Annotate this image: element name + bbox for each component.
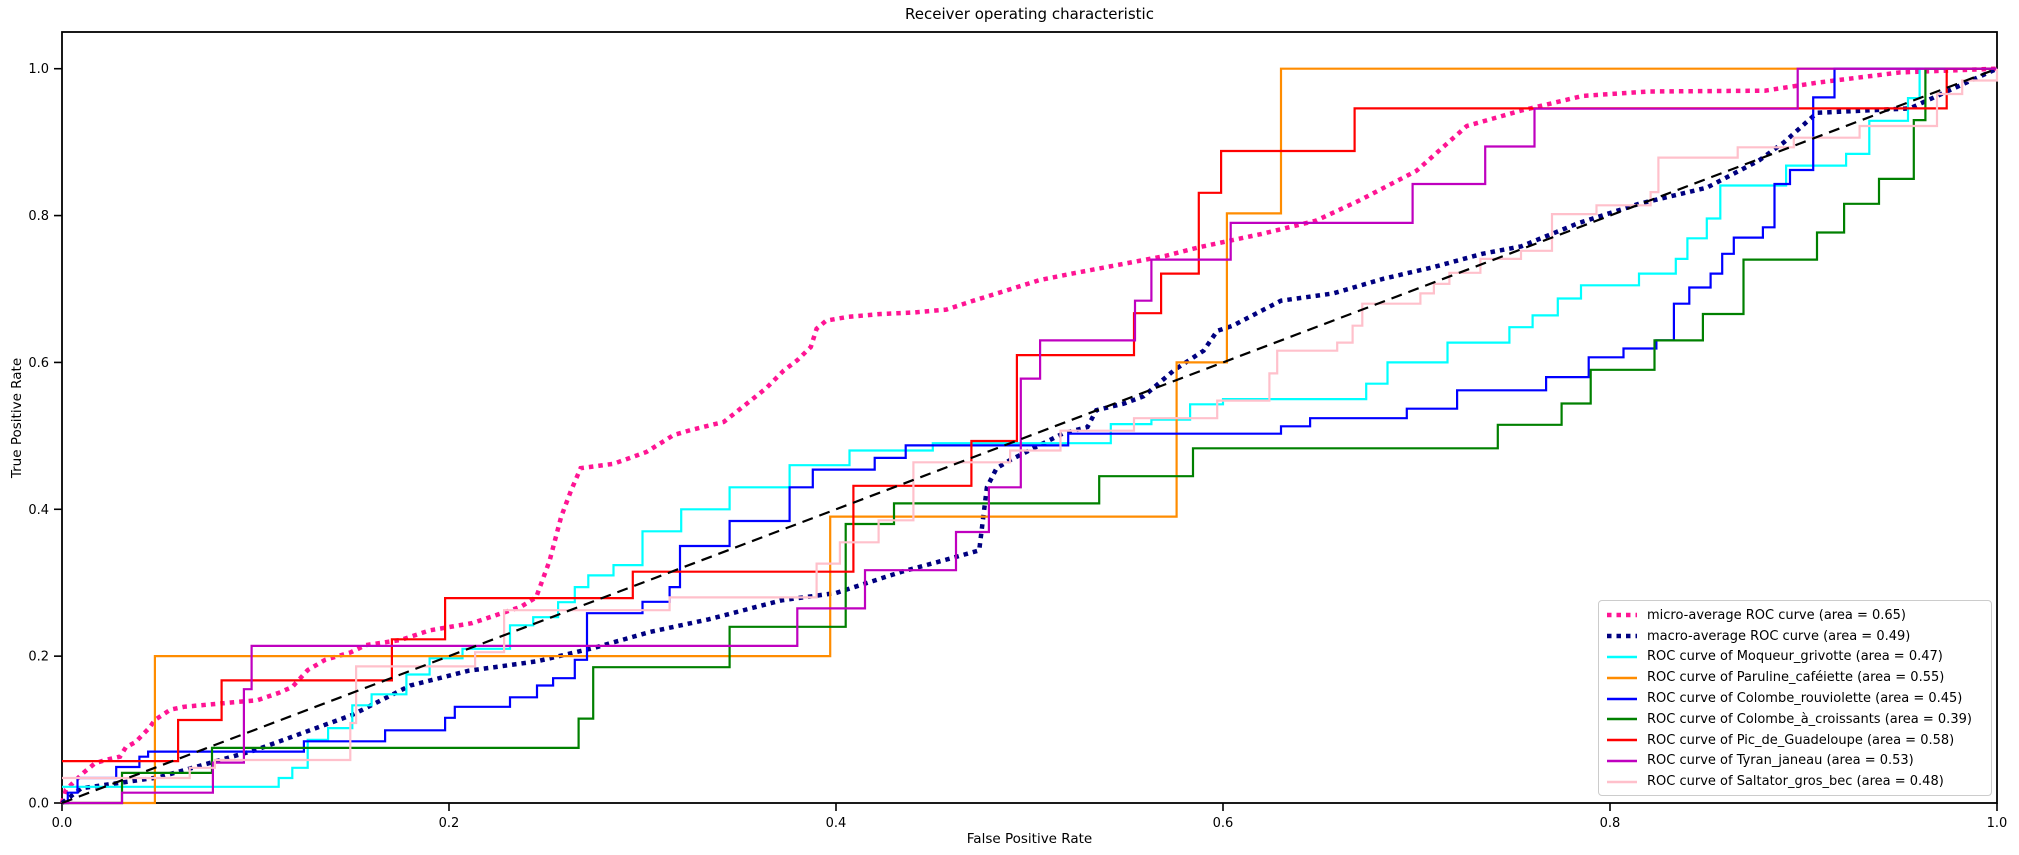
legend-item-macro-average: macro-average ROC curve (area = 0.49) bbox=[1607, 626, 1991, 647]
legend-item-Moqueur_grivotte: ROC curve of Moqueur_grivotte (area = 0.… bbox=[1607, 647, 1991, 668]
legend-item-Colombe_rouviolette: ROC curve of Colombe_rouviolette (area =… bbox=[1607, 688, 1991, 709]
roc-curve-Colombe_rouviolette bbox=[62, 67, 1997, 805]
x-tick-label: 0.8 bbox=[1600, 816, 1621, 831]
roc-curve-Tyran_janeau bbox=[62, 67, 1997, 805]
legend-label: micro-average ROC curve (area = 0.65) bbox=[1647, 607, 1906, 623]
y-axis-label: True Positive Rate bbox=[9, 357, 25, 479]
legend-label: ROC curve of Moqueur_grivotte (area = 0.… bbox=[1647, 649, 1943, 665]
axes-frame bbox=[61, 31, 1998, 804]
legend-line-sample bbox=[1607, 718, 1637, 721]
legend-label: ROC curve of Colombe_rouviolette (area =… bbox=[1647, 691, 1963, 707]
x-axis-label: False Positive Rate bbox=[966, 831, 1093, 847]
chart-title: Receiver operating characteristic bbox=[905, 5, 1154, 23]
roc-curve-Paruline_caféiette bbox=[62, 67, 1997, 805]
legend-item-Saltator_gros_bec: ROC curve of Saltator_gros_bec (area = 0… bbox=[1607, 771, 1991, 792]
legend-label: ROC curve of Saltator_gros_bec (area = 0… bbox=[1647, 774, 1944, 790]
roc-curve-micro-average bbox=[59, 66, 1998, 804]
legend-item-Tyran_janeau: ROC curve of Tyran_janeau (area = 0.53) bbox=[1607, 751, 1991, 772]
legend-line-sample bbox=[1607, 655, 1637, 659]
legend-line-sample bbox=[1607, 780, 1637, 783]
y-tick-label: 0.8 bbox=[28, 209, 49, 224]
legend-item-Colombe_à_croissants: ROC curve of Colombe_à_croissants (area … bbox=[1607, 709, 1991, 730]
legend-item-Pic_de_Guadeloupe: ROC curve of Pic_de_Guadeloupe (area = 0… bbox=[1607, 730, 1991, 751]
y-tick-label: 0.4 bbox=[28, 503, 49, 518]
y-tick-label: 0.0 bbox=[28, 797, 49, 812]
legend-label: macro-average ROC curve (area = 0.49) bbox=[1647, 628, 1911, 644]
y-tick-label: 1.0 bbox=[28, 62, 49, 77]
legend-line-sample bbox=[1607, 759, 1637, 763]
roc-curve-Pic_de_Guadeloupe bbox=[62, 67, 1997, 763]
legend-label: ROC curve of Pic_de_Guadeloupe (area = 0… bbox=[1647, 732, 1955, 748]
x-tick-label: 1.0 bbox=[1987, 816, 2008, 831]
legend-label: ROC curve of Tyran_janeau (area = 0.53) bbox=[1647, 753, 1914, 769]
legend-line-sample bbox=[1607, 613, 1637, 618]
legend-item-Paruline_caféiette: ROC curve of Paruline_caféiette (area = … bbox=[1607, 667, 1991, 688]
y-tick-label: 0.2 bbox=[28, 650, 49, 665]
legend-label: ROC curve of Paruline_caféiette (area = … bbox=[1647, 670, 1945, 686]
x-tick-label: 0.4 bbox=[826, 816, 847, 831]
legend-item-micro-average: micro-average ROC curve (area = 0.65) bbox=[1607, 605, 1991, 626]
roc-curve-Saltator_gros_bec bbox=[62, 68, 1999, 780]
y-tick-label: 0.6 bbox=[28, 356, 49, 371]
x-tick-label: 0.0 bbox=[52, 816, 73, 831]
legend-label: ROC curve of Colombe_à_croissants (area … bbox=[1647, 711, 1972, 727]
legend-line-sample bbox=[1607, 697, 1637, 700]
legend: micro-average ROC curve (area = 0.65) mac… bbox=[1598, 600, 1992, 796]
x-tick-label: 0.6 bbox=[1213, 816, 1234, 831]
legend-line-sample bbox=[1607, 738, 1637, 742]
roc-curve-Colombe_à_croissants bbox=[62, 67, 1997, 805]
x-tick-label: 0.2 bbox=[439, 816, 460, 831]
legend-line-sample bbox=[1607, 676, 1637, 679]
chance-line bbox=[61, 67, 1998, 805]
legend-line-sample bbox=[1607, 633, 1637, 639]
